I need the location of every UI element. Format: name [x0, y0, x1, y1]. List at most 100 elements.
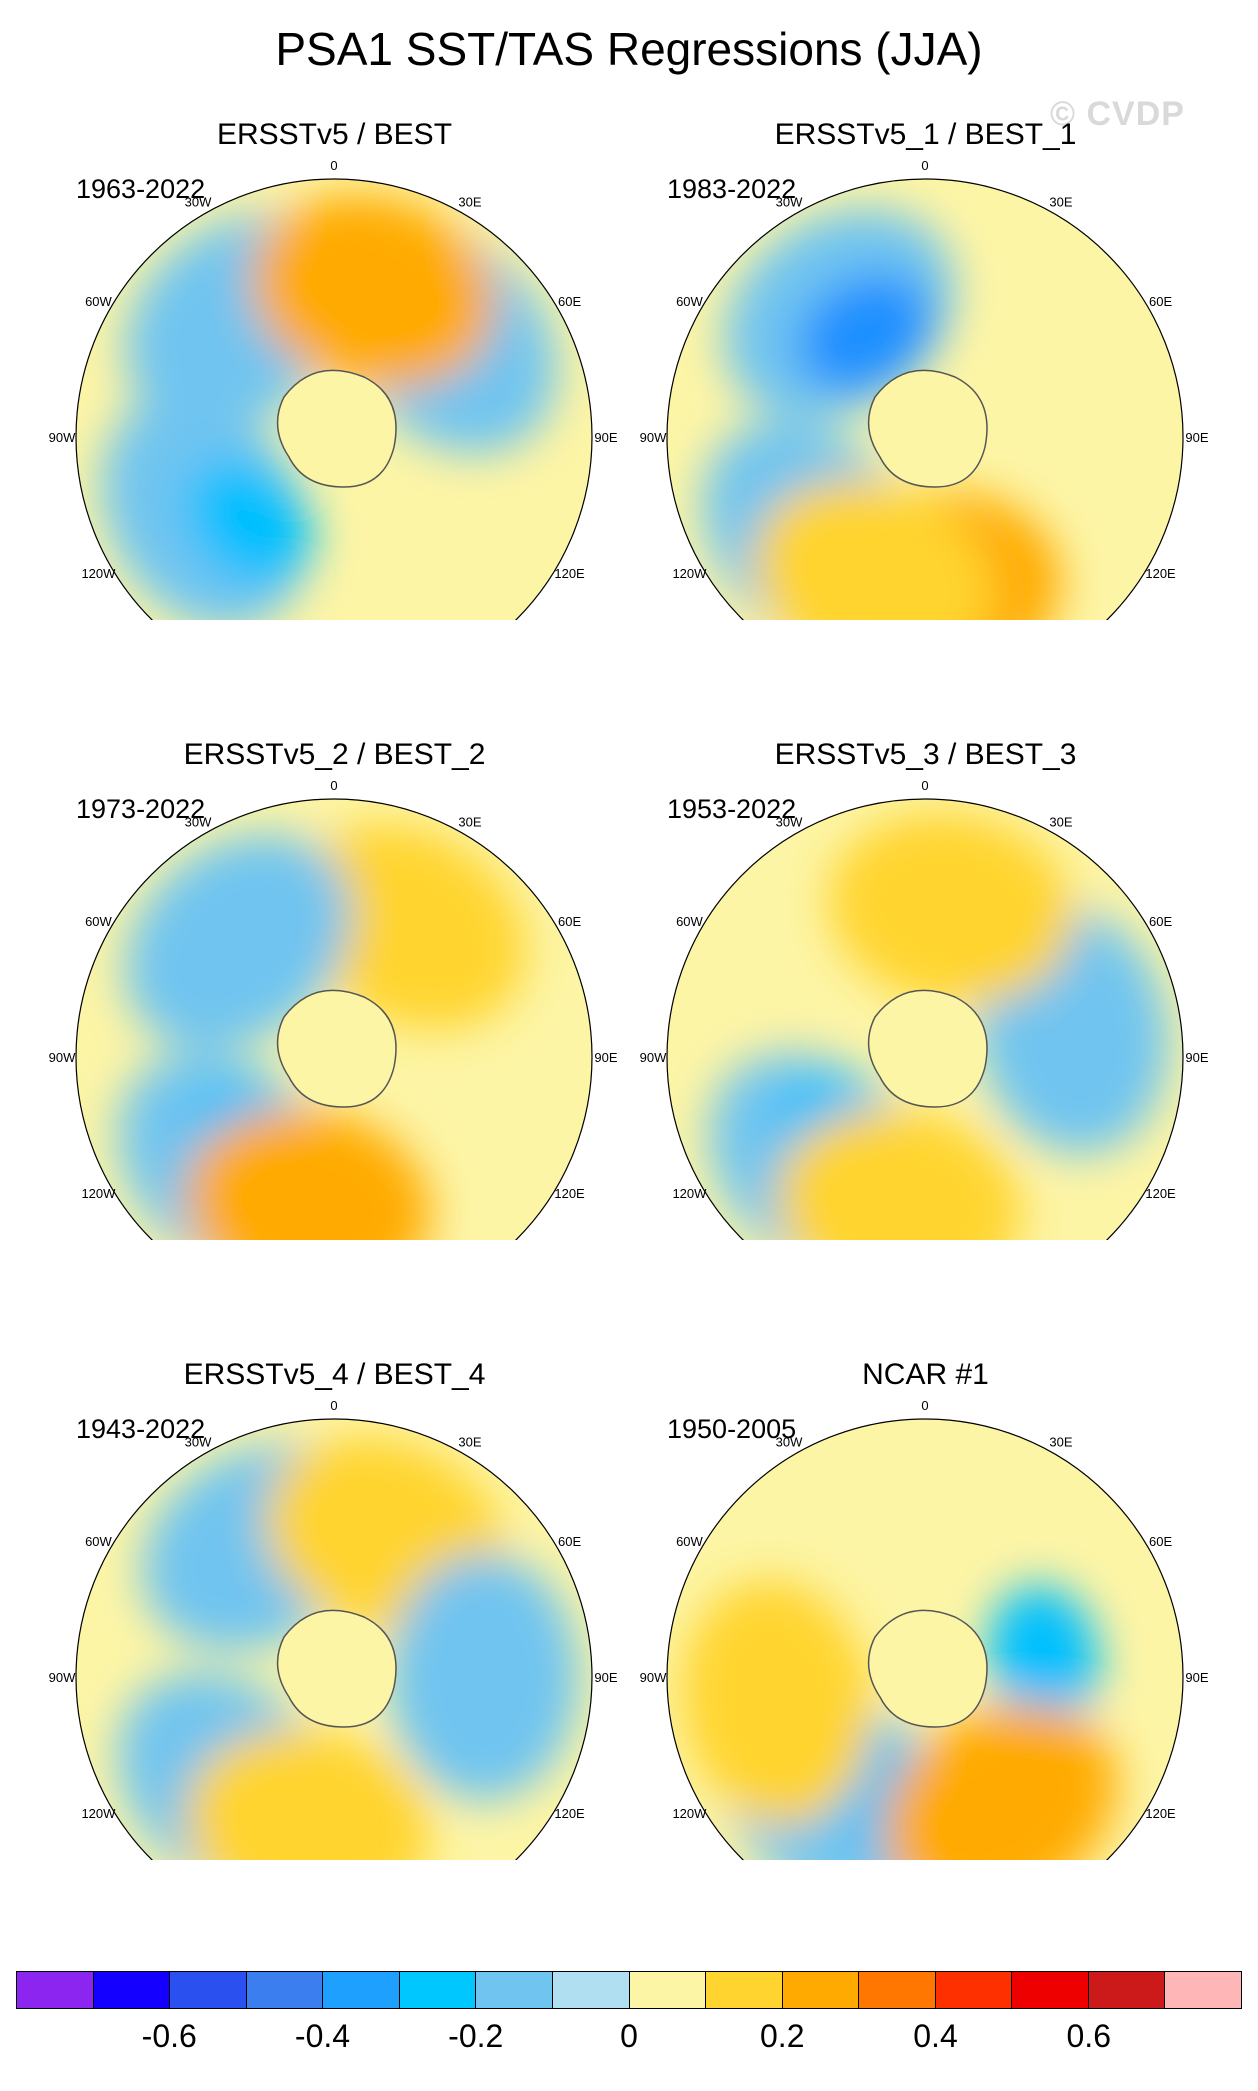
- longitude-label: 90E: [594, 430, 617, 445]
- longitude-label: 30E: [458, 194, 481, 209]
- longitude-label: 120E: [554, 1806, 585, 1821]
- longitude-label: 120E: [1145, 1806, 1176, 1821]
- colorbar-tick-label: 0.2: [760, 2018, 805, 2054]
- longitude-label: 120E: [1145, 566, 1176, 581]
- panel-period: 1950-2005: [667, 1414, 797, 1444]
- longitude-label: 90W: [49, 1670, 76, 1685]
- colorbar-swatch: [1088, 1972, 1166, 2008]
- longitude-label: 0: [330, 1398, 337, 1413]
- longitude-label: 30E: [1049, 194, 1072, 209]
- colorbar: [16, 1971, 1242, 2009]
- longitude-label: 120E: [554, 1186, 585, 1201]
- longitude-label: 60E: [1149, 294, 1172, 309]
- longitude-label: 30E: [458, 1434, 481, 1449]
- colorbar-tick-label: 0: [620, 2018, 638, 2054]
- longitude-label: 30W: [185, 1434, 212, 1449]
- regression-contour: [828, 813, 1074, 1006]
- longitude-label: 60E: [558, 1534, 581, 1549]
- figure-title: PSA1 SST/TAS Regressions (JJA): [275, 23, 983, 75]
- regression-contour: [291, 824, 527, 1030]
- longitude-label: 120W: [672, 1186, 707, 1201]
- longitude-label: 30W: [776, 814, 803, 829]
- panel-title: ERSSTv5_4 / BEST_4: [183, 1358, 486, 1391]
- panel-title: ERSSTv5_1 / BEST_1: [774, 118, 1077, 151]
- longitude-label: 90W: [49, 430, 76, 445]
- colorbar-tick-label: -0.4: [294, 2018, 351, 2054]
- antarctica-outline: [867, 989, 988, 1108]
- longitude-label: 90W: [640, 1670, 667, 1685]
- longitude-label: 120W: [672, 566, 707, 581]
- map-boundary: [75, 1418, 593, 1860]
- regression-contour: [882, 1704, 1118, 1860]
- colorbar-tick-label: -0.2: [448, 2018, 504, 2054]
- longitude-label: 0: [921, 1398, 928, 1413]
- panel-title: ERSSTv5_3 / BEST_3: [774, 738, 1077, 771]
- polar-map: 030E60E90E120E150E180150W120W90W60W30W: [640, 778, 1209, 1240]
- map-boundary: [75, 798, 593, 1240]
- colorbar-swatch: [706, 1972, 783, 2008]
- panel-title: ERSSTv5_2 / BEST_2: [183, 738, 486, 771]
- colorbar-swatch: [629, 1972, 707, 2008]
- longitude-label: 90E: [1185, 1050, 1208, 1065]
- map-panel: ERSSTv5_1 / BEST_1 1983-2022 0 30E 60E 90E 120…: [629, 0, 1258, 620]
- panel-period: 1973-2022: [76, 794, 206, 824]
- colorbar-swatch: [17, 1972, 94, 2008]
- longitude-label: 120E: [554, 566, 585, 581]
- longitude-label: 90W: [49, 1050, 76, 1065]
- panel-period: 1983-2022: [667, 174, 797, 204]
- colorbar-tick-label: 0.6: [1066, 2018, 1111, 2054]
- colorbar-swatch: [859, 1972, 936, 2008]
- panel-title: ERSSTv5 / BEST: [216, 118, 453, 151]
- longitude-label: 30W: [776, 194, 803, 209]
- longitude-label: 0: [921, 778, 928, 793]
- map-boundary: [666, 178, 1184, 620]
- longitude-label: 30W: [185, 194, 212, 209]
- longitude-label: 0: [921, 158, 928, 173]
- longitude-label: 90W: [640, 1050, 667, 1065]
- longitude-label: 0: [330, 158, 337, 173]
- antarctica-outline: [867, 369, 988, 488]
- longitude-label: 60E: [558, 914, 581, 929]
- antarctica-outline: [276, 1609, 397, 1728]
- longitude-label: 60W: [85, 294, 112, 309]
- longitude-label: 30W: [776, 1434, 803, 1449]
- longitude-label: 30E: [458, 814, 481, 829]
- map-panel: NCAR #11950-2005030E60E90E120E150E180150…: [629, 1240, 1258, 1860]
- colorbar-swatch: [552, 1972, 630, 2008]
- colorbar-swatch: [1012, 1972, 1089, 2008]
- regression-contour: [124, 834, 351, 1050]
- longitude-label: 30E: [1049, 814, 1072, 829]
- longitude-label: 90W: [640, 430, 667, 445]
- colorbar-swatch: [246, 1972, 324, 2008]
- regression-contour: [987, 1585, 1099, 1728]
- longitude-label: 120W: [672, 1806, 707, 1821]
- regression-contour: [776, 1108, 1022, 1240]
- map-boundary: [666, 798, 1184, 1240]
- longitude-label: 120W: [81, 1186, 116, 1201]
- colorbar-tick-label: 0.4: [913, 2018, 958, 2054]
- map-boundary: [666, 1418, 1184, 1860]
- longitude-label: 60W: [676, 294, 703, 309]
- regression-contour: [185, 1108, 431, 1240]
- panel-period: 1953-2022: [667, 794, 797, 824]
- map-panel: ERSSTv5_4 / BEST_4 1943-2022 0 30E 60E 90E 120…: [0, 1240, 629, 1860]
- regression-contour: [389, 1553, 579, 1801]
- colorbar-swatch: [782, 1972, 860, 2008]
- regression-contour: [185, 1728, 431, 1860]
- longitude-label: 0: [330, 778, 337, 793]
- longitude-label: 90E: [1185, 1670, 1208, 1685]
- map-panel: ERSSTv5 / BEST1963-2022030E60E90E120E150…: [0, 0, 629, 620]
- polar-map: 030E60E90E120E150E180150W120W90W60W30W: [640, 1398, 1209, 1860]
- longitude-label: 30E: [1049, 1434, 1072, 1449]
- regression-contour: [681, 1580, 874, 1826]
- regression-contour: [753, 479, 995, 620]
- map-panel: ERSSTv5_3 / BEST_3 1953-2022 0 30E 60E 90E 120…: [629, 620, 1258, 1240]
- longitude-label: 60E: [1149, 1534, 1172, 1549]
- colorbar-swatch: [476, 1972, 553, 2008]
- colorbar-swatch: [93, 1972, 171, 2008]
- antarctica-outline: [276, 989, 397, 1108]
- map-panel: ERSSTv5_2 / BEST_2 1973-2022 0 30E 60E 90E 120…: [0, 620, 629, 1240]
- polar-map: 030E60E90E120E150E180150W120W90W60W30W: [640, 158, 1209, 620]
- longitude-label: 90E: [594, 1670, 617, 1685]
- map-boundary: [75, 178, 593, 620]
